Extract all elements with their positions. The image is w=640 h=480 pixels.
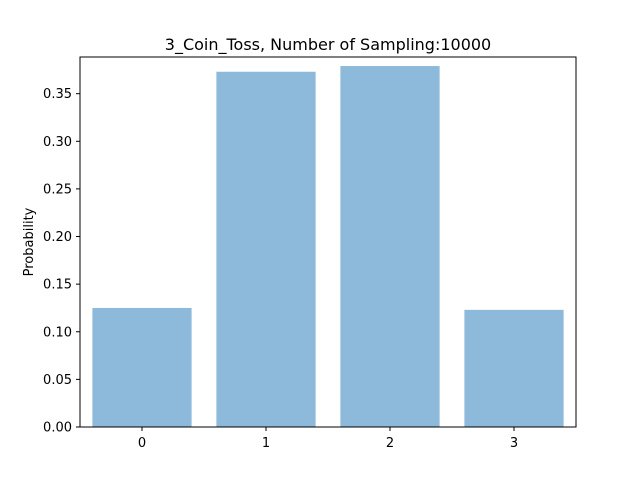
bar-3	[464, 309, 564, 427]
y-tick-label: 0.35	[43, 87, 72, 102]
x-tick-label: 1	[262, 436, 270, 451]
bar-0	[92, 307, 192, 427]
y-axis-ticks: 0.00 0.05 0.10 0.15 0.20 0.25 0.30 0.35	[43, 87, 80, 436]
bar-2	[340, 66, 440, 428]
y-tick-label: 0.20	[43, 230, 72, 245]
y-tick-label: 0.10	[43, 325, 72, 340]
bars-layer	[92, 66, 564, 428]
y-tick-label: 0.00	[43, 421, 72, 436]
chart-title: 3_Coin_Toss, Number of Sampling:10000	[165, 35, 491, 55]
bar-1	[216, 71, 316, 427]
x-axis-ticks: 0 1 2 3	[138, 427, 518, 451]
plot-area-frame	[79, 56, 577, 428]
x-tick-label: 3	[510, 436, 518, 451]
x-tick-label: 0	[138, 436, 146, 451]
x-tick-label: 2	[386, 436, 394, 451]
y-tick-label: 0.05	[43, 373, 72, 388]
y-axis-title: Probability	[22, 207, 37, 276]
y-tick-label: 0.25	[43, 182, 72, 197]
y-tick-label: 0.30	[43, 135, 72, 150]
y-tick-label: 0.15	[43, 278, 72, 293]
